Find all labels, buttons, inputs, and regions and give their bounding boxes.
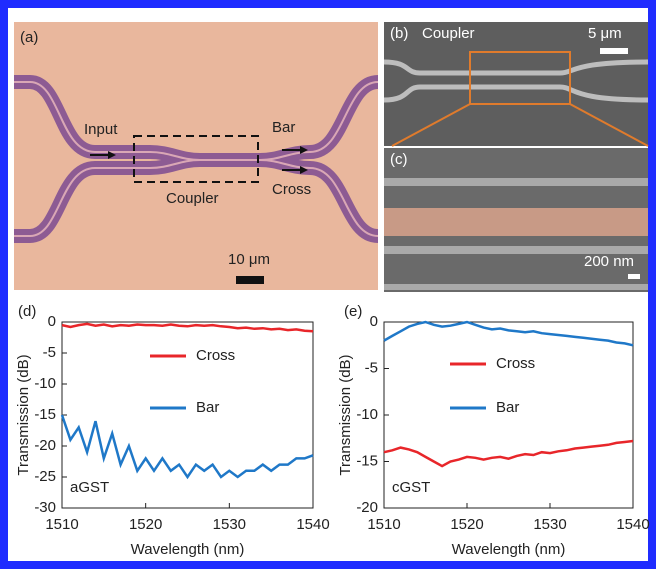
scale-label: 10 μm	[228, 251, 270, 268]
gst-stripe	[384, 208, 648, 236]
legend-label: Bar	[196, 399, 219, 416]
legend-label: Cross	[196, 347, 235, 364]
scale-bar	[236, 276, 264, 284]
x-tick-label: 1510	[45, 516, 78, 533]
y-tick-label: -5	[365, 359, 378, 376]
label: Cross	[272, 181, 311, 198]
y-tick-label: 0	[370, 313, 378, 330]
x-tick-label: 1510	[367, 516, 400, 533]
sem-stripe	[384, 178, 648, 186]
scale-bar	[600, 48, 628, 54]
x-tick-label: 1520	[450, 516, 483, 533]
x-tick-label: 1540	[616, 516, 649, 533]
figure: (a) Input Bar Cross Coupler 10 μm (b) Co…	[0, 0, 656, 569]
panel-label: (e)	[344, 303, 362, 320]
y-axis-title: Transmission (dB)	[337, 354, 354, 475]
y-axis-title: Transmission (dB)	[15, 354, 32, 475]
y-tick-label: -20	[356, 499, 378, 516]
y-tick-label: -15	[34, 406, 56, 423]
x-tick-label: 1520	[129, 516, 162, 533]
y-tick-label: -10	[356, 406, 378, 423]
y-tick-label: -15	[356, 452, 378, 469]
panel-label: (b)	[390, 25, 408, 42]
panel-label: (c)	[390, 151, 408, 168]
annotation: cGST	[392, 479, 430, 496]
scale-label: 5 μm	[588, 25, 622, 42]
y-tick-label: 0	[48, 313, 56, 330]
x-tick-label: 1540	[296, 516, 329, 533]
label: Coupler	[166, 190, 219, 207]
y-tick-label: -25	[34, 468, 56, 485]
y-tick-label: -5	[43, 344, 56, 361]
legend-label: Cross	[496, 355, 535, 372]
annotation: aGST	[70, 479, 109, 496]
panel-label: (a)	[20, 29, 38, 46]
y-tick-label: -20	[34, 437, 56, 454]
x-axis-title: Wavelength (nm)	[131, 541, 245, 558]
x-axis-title: Wavelength (nm)	[452, 541, 566, 558]
panel-label: (d)	[18, 303, 36, 320]
label: Bar	[272, 119, 295, 136]
x-tick-label: 1530	[533, 516, 566, 533]
y-tick-label: -30	[34, 499, 56, 516]
scale-label: 200 nm	[584, 253, 634, 270]
label: Coupler	[422, 25, 475, 42]
legend-label: Bar	[496, 399, 519, 416]
label: Input	[84, 121, 118, 138]
x-tick-label: 1530	[213, 516, 246, 533]
scale-bar	[628, 274, 640, 279]
y-tick-label: -10	[34, 375, 56, 392]
sem-stripe	[384, 284, 648, 290]
